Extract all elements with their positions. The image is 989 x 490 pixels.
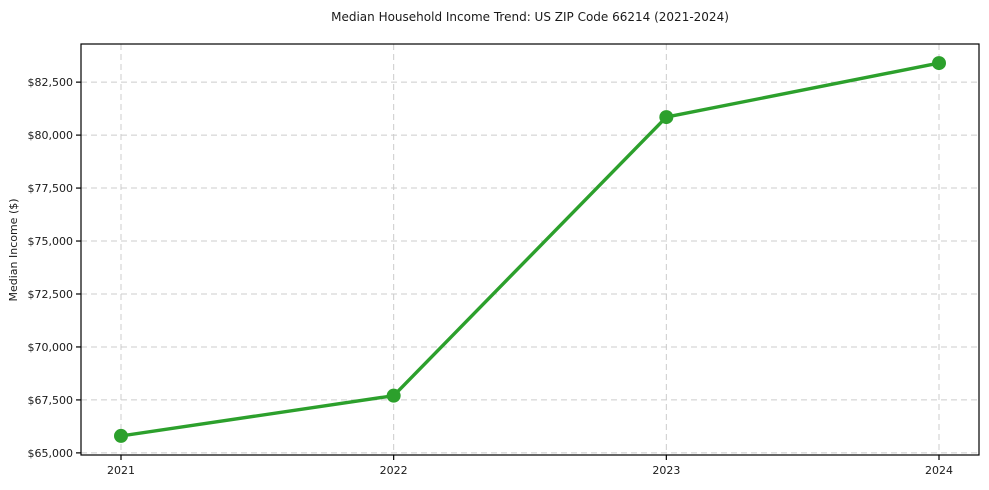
- plot-area: $65,000 $67,500 $70,000 $72,500 $75,000 $77,5…: [28, 43, 980, 477]
- y-tick-label: $82,500: [28, 76, 74, 89]
- chart-title: Median Household Income Trend: US ZIP Co…: [331, 10, 729, 24]
- y-tick-label: $80,000: [28, 129, 74, 142]
- trend-line: [120, 61, 940, 438]
- x-tick-label: 2021: [107, 464, 135, 477]
- data-point: [932, 56, 946, 71]
- y-tick-label: $72,500: [28, 288, 74, 301]
- y-tick-label: $65,000: [28, 447, 74, 460]
- x-tick-label: 2023: [652, 464, 680, 477]
- y-tick-label: $75,000: [28, 235, 74, 248]
- y-axis-label: Median Income ($): [7, 198, 20, 301]
- y-tick-label: $67,500: [28, 394, 74, 407]
- axes-spines: [80, 43, 980, 456]
- data-point: [114, 428, 128, 443]
- x-tick-label: 2024: [925, 464, 953, 477]
- y-tick-label: $77,500: [28, 182, 74, 195]
- data-point: [386, 388, 401, 403]
- x-tick-label: 2022: [380, 464, 408, 477]
- y-tick-label: $70,000: [28, 341, 74, 354]
- data-point: [659, 110, 674, 125]
